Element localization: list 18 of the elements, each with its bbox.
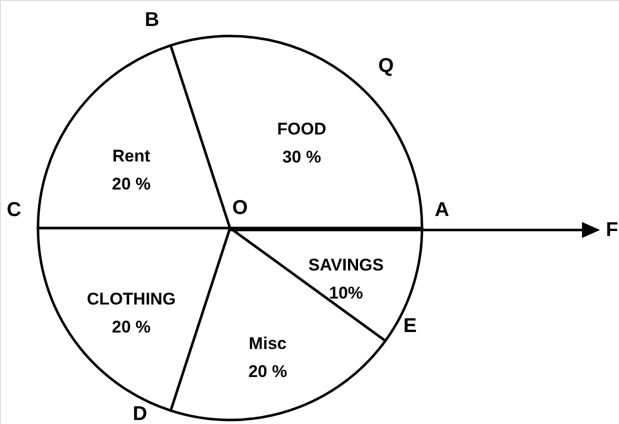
text: B (144, 9, 160, 31)
data-label: 20 % (112, 174, 151, 194)
slice-label: Rent (112, 146, 151, 166)
text: A (434, 199, 450, 221)
slice-label: Misc (248, 334, 287, 354)
text: F (606, 219, 618, 241)
text: E (403, 315, 417, 337)
text: Q (378, 55, 394, 77)
data-label: 20 % (112, 318, 151, 337)
slice-label: SAVINGS (308, 256, 384, 275)
data-label: 30 % (282, 147, 322, 166)
text: O (232, 197, 248, 219)
text: C (6, 199, 22, 221)
text: D (132, 403, 148, 424)
slice-label: CLOTHING (86, 290, 176, 309)
slice-label: FOOD (277, 119, 326, 138)
data-label: 10% (329, 284, 364, 303)
data-label: 20 % (248, 362, 288, 382)
